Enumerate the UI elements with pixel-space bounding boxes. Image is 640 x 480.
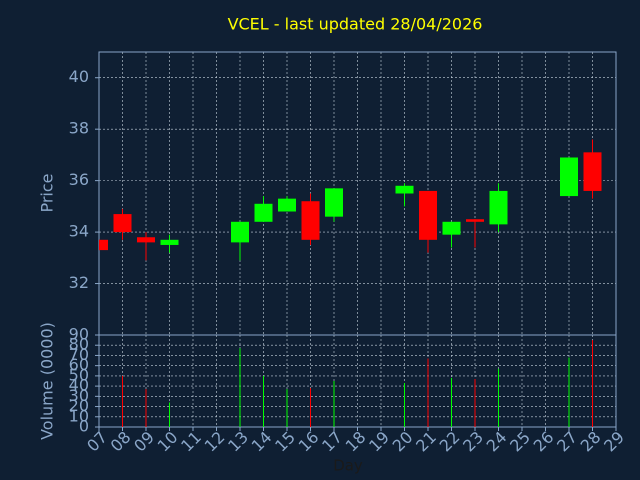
plot: 3234363840010203040506070809007080910111… xyxy=(69,51,628,456)
y-axis-label: Price xyxy=(38,173,57,212)
y-tick-label: 30 xyxy=(69,386,89,405)
y-tick-label: 40 xyxy=(69,67,89,86)
y-tick-label: 0 xyxy=(79,417,89,436)
y-tick-label: 36 xyxy=(69,170,89,189)
candle-body xyxy=(113,214,132,233)
y-axis-label: Volume (0000) xyxy=(38,322,57,440)
series xyxy=(99,139,602,261)
candle-body xyxy=(395,185,414,194)
candle-body xyxy=(301,201,320,240)
candle-body xyxy=(466,219,484,222)
candle-body xyxy=(583,152,602,191)
y-tick-label: 10 xyxy=(69,406,89,425)
y-tick-label: 40 xyxy=(69,376,89,395)
candle-body xyxy=(489,190,508,225)
y-tick-label: 34 xyxy=(69,222,89,241)
candle-body xyxy=(254,203,273,222)
y-tick-label: 38 xyxy=(69,119,89,138)
y-tick-label: 32 xyxy=(69,273,89,292)
candle-body xyxy=(137,237,155,243)
candle-body xyxy=(160,239,179,245)
chart-title: VCEL - last updated 28/04/2026 xyxy=(228,15,483,34)
candle-body xyxy=(231,221,249,243)
x-tick-label: 29 xyxy=(600,428,628,456)
candle-body xyxy=(560,157,578,197)
y-tick-label: 80 xyxy=(69,335,89,354)
candle-body xyxy=(419,190,437,240)
y-tick-label: 90 xyxy=(69,325,89,344)
candle-body xyxy=(325,188,343,217)
y-tick-label: 60 xyxy=(69,355,89,374)
candle-body xyxy=(442,221,461,235)
candle-body xyxy=(278,198,296,212)
y-tick-label: 50 xyxy=(69,365,89,384)
y-tick-label: 70 xyxy=(69,345,89,364)
candle-body xyxy=(99,239,108,251)
y-tick-label: 20 xyxy=(69,396,89,415)
x-axis-label: Day xyxy=(333,457,363,475)
